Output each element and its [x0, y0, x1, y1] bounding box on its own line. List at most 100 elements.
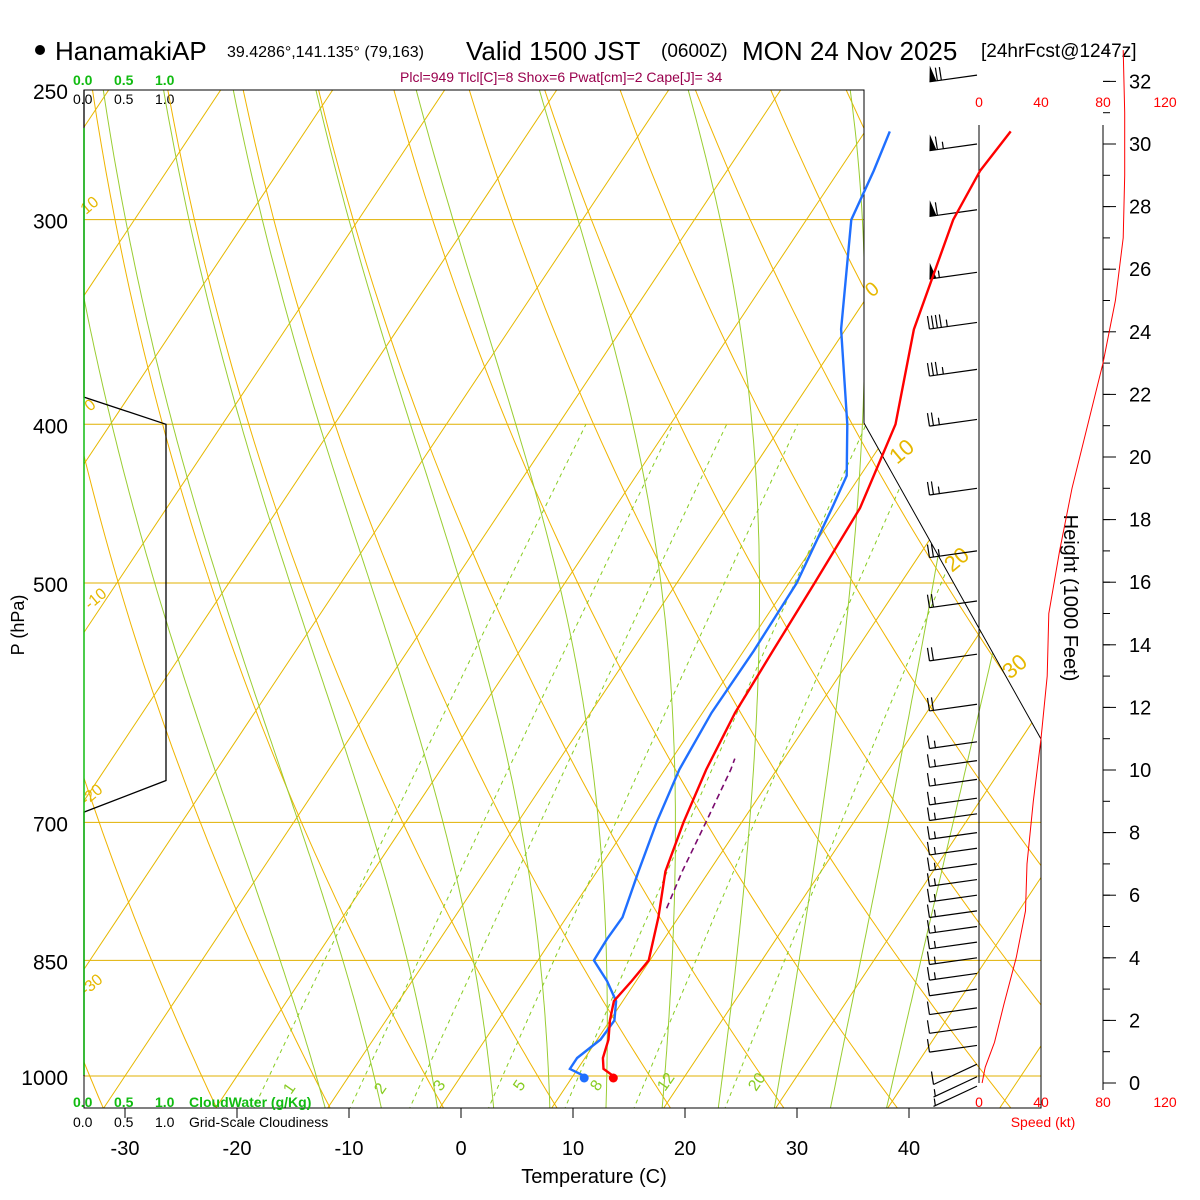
isotherm-line [775, 90, 1041, 1108]
pressure-tick-label: 250 [33, 81, 68, 104]
height-tick-label: 2 [1129, 1010, 1140, 1032]
wind-barb-full [926, 315, 931, 330]
height-tick-label: 22 [1129, 384, 1151, 406]
wind-barb-half [933, 878, 937, 886]
speed-tick: 0 [975, 1094, 983, 1110]
wind-barb-full [930, 412, 935, 426]
wind-barb-full [934, 314, 938, 329]
temperature-tick-label: 10 [562, 1138, 584, 1160]
speed-tick: 120 [1153, 94, 1177, 110]
mixing-ratio-label: 2 [371, 1080, 390, 1097]
bottom-cloudwater-scale: 0.0 0.5 1.0 CloudWater (g/Kg) [73, 1094, 311, 1110]
isotherm-line [1112, 90, 1200, 1108]
speed-tick: 80 [1095, 1094, 1111, 1110]
wind-barb-full [934, 202, 938, 216]
wind-barb-full [926, 920, 931, 934]
isotherm-line [439, 90, 1041, 1108]
wind-barb [926, 543, 978, 559]
wind-barb-full [926, 888, 931, 902]
wind-barb-shaft [929, 972, 978, 981]
mixing-ratio-line [723, 424, 1010, 1108]
wind-barb-full [926, 594, 931, 608]
dry-adiabat-line [84, 90, 332, 1108]
dry-adiabat-line [683, 90, 1041, 1108]
wind-barb-shaft [929, 1026, 978, 1034]
wind-barb-half [933, 972, 937, 980]
bottom-cloudiness-tick: 1.0 [155, 1114, 175, 1130]
wind-barb-full [938, 67, 942, 81]
wind-barb-full [926, 772, 931, 787]
speed-tick: 40 [1033, 1094, 1049, 1110]
wind-barb-half [933, 862, 937, 870]
temperature-axis: -30 -20 -10 0 10 20 30 40 [84, 1107, 1041, 1160]
wind-barb-full [926, 935, 931, 949]
height-tick-label: 4 [1129, 948, 1140, 970]
wind-barb [926, 772, 978, 787]
cloudiness-label: Grid-Scale Cloudiness [189, 1114, 328, 1130]
bottom-cloudwater-tick: 1.0 [155, 1094, 175, 1110]
wind-barb [926, 1020, 978, 1034]
temperature-tick-label: -30 [111, 1138, 140, 1160]
wind-barb-shaft [929, 778, 978, 787]
wind-barb-full [926, 647, 931, 661]
surface-temperature-dot [608, 1073, 618, 1083]
dry-adiabat-line [981, 90, 1041, 1108]
pressure-axis: 250 300 400 500 700 850 1000 [21, 81, 68, 1090]
moist-adiabat-line [829, 90, 997, 1108]
wind-barb-half [933, 847, 937, 855]
wind-barb-full [926, 807, 931, 821]
temperature-tick-label: 0 [455, 1138, 466, 1160]
wind-barb [926, 982, 978, 997]
wind-barb-shaft [933, 1063, 978, 1086]
wind-barb-full [926, 697, 931, 712]
wind-barb-half [945, 319, 948, 327]
wind-barb-full [926, 1001, 931, 1015]
height-tick-label: 20 [1129, 447, 1151, 469]
height-tick-label: 26 [1129, 259, 1151, 281]
wind-barb-half [933, 812, 937, 820]
wind-barb-half [937, 417, 940, 425]
wind-barb [929, 134, 978, 152]
temperature-line [601, 130, 1012, 1077]
speed-scale-top: 0 40 80 120 [975, 94, 1177, 110]
wind-barb [926, 594, 978, 609]
moist-adiabat-line [102, 90, 383, 1108]
dewpoint-line [568, 130, 891, 1078]
mixing-ratio-line [348, 424, 674, 1108]
wind-panel [926, 50, 1126, 1107]
wind-barb-full [934, 67, 938, 81]
height-tick-label: 6 [1129, 885, 1140, 907]
wind-barb-flag [929, 134, 937, 151]
wind-barb-shaft [929, 487, 978, 496]
mixing-ratio-line [632, 424, 929, 1108]
wind-barb-half [933, 956, 937, 964]
station-name: HanamakiAP [55, 36, 207, 66]
wind-barb-full [926, 951, 931, 965]
wind-barb-full [930, 362, 935, 376]
cloud-profile [83, 90, 167, 1076]
pressure-tick-label: 500 [33, 574, 68, 597]
height-tick-label: 0 [1129, 1073, 1140, 1095]
wind-barb-shaft [929, 910, 978, 919]
wind-barb-shaft [929, 878, 978, 887]
temperature-tick-label: -10 [335, 1138, 364, 1160]
bottom-cloudiness-tick: 0.0 [73, 1114, 93, 1130]
top-cloudwater-tick: 0.0 [73, 72, 93, 88]
wind-barb-half [933, 796, 937, 805]
wind-barb [926, 841, 978, 856]
pressure-tick-label: 700 [33, 813, 68, 836]
parcel-stats: Plcl=949 Tlcl[C]=8 Shox=6 Pwat[cm]=2 Cap… [400, 69, 723, 85]
mixing-ratio-label: 5 [510, 1077, 529, 1094]
dry-adiabat-line [84, 90, 219, 1108]
wind-barb-shaft [929, 941, 978, 950]
wind-barb-half [937, 270, 940, 278]
parcel-trace [665, 758, 736, 909]
height-tick-label: 28 [1129, 197, 1151, 219]
wind-barb-full [926, 735, 931, 749]
wind-barb-shaft [929, 760, 978, 768]
isotherm-line [887, 90, 1041, 1108]
wind-barb-half [933, 1098, 936, 1106]
mixing-ratio-label: 20 [745, 1070, 769, 1094]
wind-barb [926, 697, 978, 712]
sounding-traces [568, 130, 1012, 1083]
